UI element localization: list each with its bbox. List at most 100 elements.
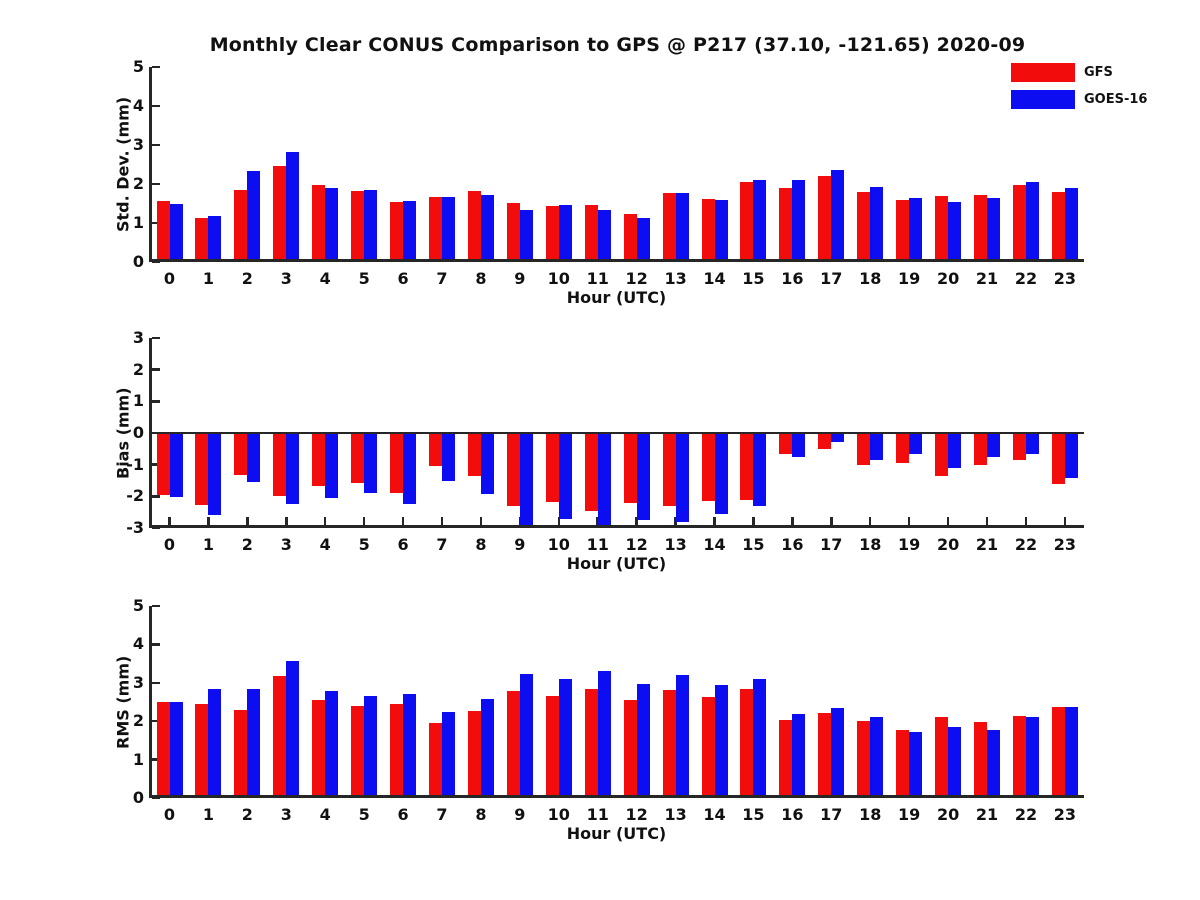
bar-goes16-hour-7 [442,433,455,482]
bar-gfs-hour-8 [467,433,481,477]
bar-goes16-hour-22 [1025,182,1039,262]
bar-gfs-hour-12 [623,213,637,262]
bar-gfs-hour-2 [234,190,248,262]
x-tick-label: 13 [664,269,687,288]
bar-gfs-hour-16 [779,720,793,798]
bar-gfs-hour-20 [935,196,949,262]
bar-goes16-hour-12 [636,683,650,798]
x-tick-label: 18 [859,805,882,824]
bar-goes16-hour-15 [753,678,767,798]
y-tick [152,221,160,225]
bar-gfs-hour-15 [740,182,754,262]
x-tick-label: 4 [319,269,331,288]
y-tick-label: 0 [132,252,144,271]
bar-goes16-hour-2 [247,433,261,482]
x-tick [713,517,716,525]
y-tick [152,463,160,466]
y-axis-label-0: Std. Dev. (mm) [113,96,133,233]
bar-goes16-hour-3 [286,433,300,504]
x-tick-label: 2 [241,535,253,554]
x-tick-label: 17 [820,269,843,288]
bar-gfs-hour-23 [1051,192,1065,262]
y-tick [152,400,160,403]
bar-goes16-hour-6 [403,200,417,262]
bar-gfs-hour-15 [740,688,754,798]
chart-title: Monthly Clear CONUS Comparison to GPS @ … [209,34,1026,56]
x-tick [868,517,872,525]
x-tick-label: 3 [280,805,292,824]
bar-gfs-hour-19 [896,729,910,798]
y-tick [152,604,160,608]
x-tick-label: 19 [898,805,921,824]
y-axis-spine [149,67,152,262]
bar-gfs-hour-11 [584,433,598,511]
x-tick [752,517,755,525]
bar-gfs-hour-21 [974,721,988,798]
x-tick-label: 3 [280,269,292,288]
y-tick-label: 1 [132,213,144,232]
x-tick-label: 18 [859,535,882,554]
x-tick [557,517,561,525]
bar-goes16-hour-8 [480,433,494,495]
bar-goes16-hour-7 [442,712,455,798]
x-tick-label: 17 [820,805,843,824]
x-tick-label: 13 [664,805,687,824]
bar-gfs-hour-13 [662,193,676,262]
x-tick [791,517,794,525]
x-tick-label: 12 [625,805,648,824]
x-tick-label: 7 [436,269,448,288]
y-tick [152,368,160,371]
bar-gfs-hour-14 [701,199,715,262]
y-tick [152,643,160,646]
x-tick-label: 13 [664,535,687,554]
legend-label-goes16: GOES-16 [1084,92,1148,107]
y-tick [152,719,160,723]
bar-goes16-hour-20 [948,201,962,262]
bar-goes16-hour-1 [208,215,222,262]
bar-gfs-hour-9 [506,202,520,262]
bar-gfs-hour-3 [273,433,287,497]
x-tick-label: 2 [241,805,253,824]
x-tick-label: 19 [898,535,921,554]
bar-gfs-hour-9 [506,433,520,506]
bar-gfs-hour-17 [818,176,832,262]
x-axis-spine [149,525,1084,528]
bar-goes16-hour-18 [870,717,884,798]
bar-gfs-hour-3 [273,676,287,798]
y-tick-label: 3 [132,672,144,692]
bar-gfs-hour-5 [351,190,365,262]
y-tick [152,104,160,108]
bar-goes16-hour-23 [1064,187,1078,262]
y-tick-label: 0 [132,423,144,442]
bar-goes16-hour-9 [519,210,533,262]
bar-goes16-hour-16 [792,180,806,262]
bar-gfs-hour-11 [584,688,598,798]
bar-gfs-hour-23 [1051,706,1065,798]
bar-goes16-hour-11 [597,433,611,528]
bar-goes16-hour-19 [909,731,923,798]
y-tick-label: 2 [132,711,144,731]
bar-gfs-hour-6 [390,703,404,798]
y-tick-label: 3 [132,328,144,347]
x-tick [479,517,483,525]
bar-goes16-hour-9 [519,673,533,798]
bar-gfs-hour-18 [857,433,871,465]
bar-gfs-hour-7 [429,723,442,798]
bar-gfs-hour-15 [740,433,754,500]
x-tick-label: 0 [163,805,176,824]
y-tick-label: 0 [132,788,144,807]
bar-goes16-hour-22 [1025,433,1039,454]
bar-goes16-hour-17 [831,433,845,442]
x-tick [323,517,327,525]
x-axis-label-2: Hour (UTC) [566,824,667,843]
bar-goes16-hour-18 [870,433,884,461]
x-tick-label: 20 [936,805,960,824]
x-tick [168,517,171,525]
x-tick-label: 20 [936,269,960,288]
x-tick-label: 9 [514,269,526,288]
y-tick [152,65,160,69]
x-tick [246,517,249,525]
x-tick-label: 15 [742,535,765,554]
bar-gfs-hour-22 [1012,433,1026,461]
